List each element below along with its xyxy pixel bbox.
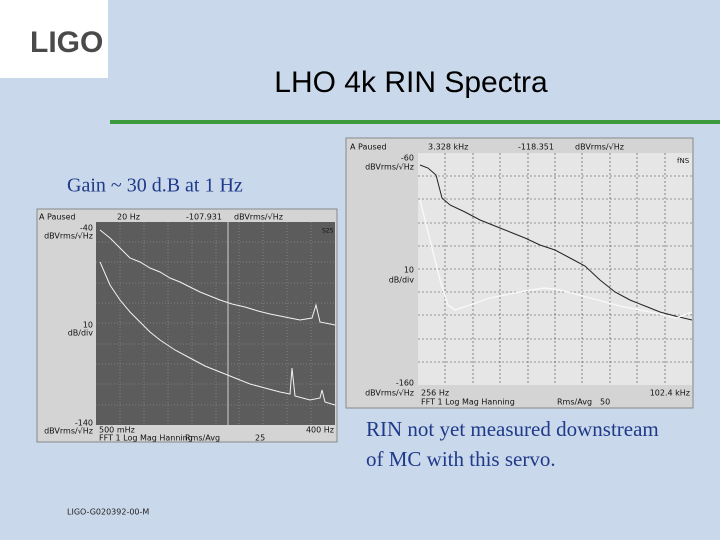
right-caption-line: RIN not yet measured downstream [366, 417, 659, 441]
slide-title: LHO 4k RIN Spectra [274, 66, 548, 99]
trace [99, 229, 336, 326]
analyzer-screen: A Paused 3.328 kHz -118.351 dBVrms/√Hz f… [345, 137, 694, 409]
scale: 10 [83, 321, 93, 330]
marker-y: -107.931 [186, 213, 222, 222]
avg-label: Rms/Avg [557, 398, 592, 407]
logo-box [0, 0, 108, 78]
bottom-unit: dBVrms/√Hz [365, 389, 414, 398]
marker-unit: dBVrms/√Hz [234, 213, 283, 222]
badge: S25 [322, 228, 334, 235]
logo: LIGO [30, 26, 103, 59]
top-ref: -60 [401, 154, 414, 163]
x-start: 500 mHz [99, 426, 135, 435]
trace [419, 164, 693, 321]
marker-y: -118.351 [518, 143, 554, 152]
avg: 25 [255, 434, 265, 443]
scale: 10 [404, 266, 414, 275]
scale-unit: dB/div [389, 276, 415, 285]
status: A Paused [39, 213, 76, 222]
marker-unit: dBVrms/√Hz [575, 143, 624, 152]
x-end: 400 Hz [306, 426, 334, 435]
marker-x: 20 Hz [117, 213, 140, 222]
status: A Paused [350, 143, 387, 152]
analyzer-screen: A Paused 20 Hz -107.931 dBVrms/√Hz S25 -… [36, 208, 338, 443]
mode: FFT 1 Log Mag Hanning [421, 398, 515, 407]
right-caption-line: of MC with this servo. [366, 447, 556, 471]
grid [418, 153, 692, 385]
scale-unit: dB/div [68, 329, 94, 338]
left-caption: Gain ~ 30 d.B at 1 Hz [67, 175, 243, 197]
top-unit: dBVrms/√Hz [365, 163, 414, 172]
avg: 50 [600, 398, 610, 407]
x-start: 256 Hz [421, 389, 449, 398]
title-rule [110, 120, 720, 124]
plot-area [96, 222, 335, 425]
marker-x: 3.328 kHz [428, 143, 468, 152]
trace [99, 261, 336, 406]
bottom-ref: -160 [396, 379, 414, 388]
bottom-unit: dBVrms/√Hz [44, 427, 93, 436]
footer: LIGO-G020392-00-M [67, 508, 149, 517]
bottom-ref: -140 [75, 419, 93, 428]
avg-label: Rms/Avg [185, 434, 220, 443]
mode: FFT 1 Log Mag Hanning [99, 434, 193, 443]
badge: fNS [677, 157, 690, 165]
x-end: 102.4 kHz [650, 389, 690, 398]
top-ref: -40 [80, 224, 93, 233]
top-unit: dBVrms/√Hz [44, 232, 93, 241]
trace [419, 199, 693, 319]
